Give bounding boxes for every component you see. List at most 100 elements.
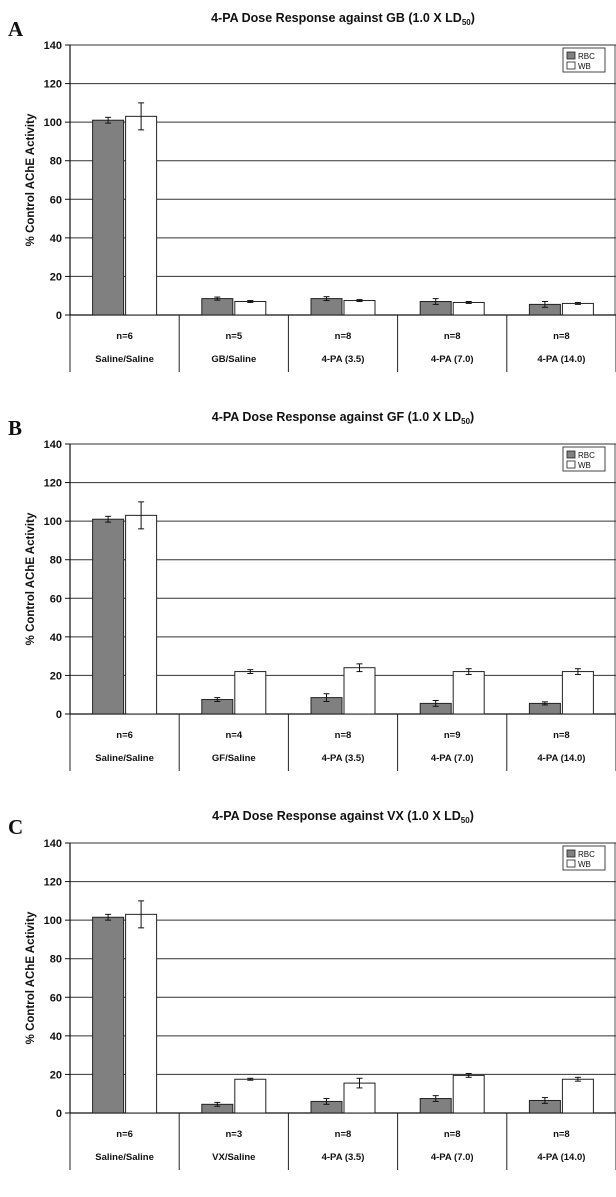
category-label: Saline/Saline [95,354,154,365]
y-tick-label: 120 [44,877,62,889]
chart-b: B 4-PA Dose Response against GF (1.0 X LD… [8,410,616,771]
y-tick-label: 40 [50,1031,62,1043]
category-label: 4-PA (3.5) [322,354,365,365]
panel-letter: C [8,815,23,839]
y-tick-label: 20 [50,1069,62,1081]
n-label: n=5 [225,331,242,342]
n-label: n=9 [444,730,461,741]
bar-wb [452,301,485,316]
legend-label: WB [578,62,591,71]
y-tick-label: 60 [50,992,62,1004]
y-tick-label: 120 [44,79,62,91]
legend-swatch [566,51,576,60]
n-label: n=8 [553,331,570,342]
y-tick-label: 100 [44,915,62,927]
panel-a: A 4-PA Dose Response against GB (1.0 X LD… [0,0,616,399]
category-label: 4-PA (14.0) [537,1152,585,1163]
n-label: n=3 [225,1129,242,1140]
bar-wb [561,1078,594,1114]
n-label: n=8 [335,331,352,342]
category-label: 4-PA (3.5) [322,753,365,764]
y-tick-label: 0 [56,709,62,721]
y-tick-label: 0 [56,1108,62,1120]
legend-label: WB [578,860,591,869]
bar-wb [125,913,158,1114]
chart-title: 4-PA Dose Response against VX (1.0 X LD5… [212,809,474,825]
chart-c: C 4-PA Dose Response against VX (1.0 X LD… [8,809,616,1170]
legend-swatch [566,460,576,469]
n-label: n=4 [225,730,242,741]
bar-wb [125,115,158,316]
y-tick-label: 120 [44,478,62,490]
n-label: n=8 [335,1129,352,1140]
legend-swatch [566,61,576,70]
category-label: GB/Saline [211,354,256,365]
legend-label: RBC [578,850,595,859]
y-tick-label: 40 [50,632,62,644]
legend-swatch [566,859,576,868]
bar-rbc [92,518,125,715]
y-tick-label: 100 [44,117,62,129]
y-axis-label: % Control AChE Activity [25,113,37,246]
n-label: n=6 [116,730,133,741]
category-label: VX/Saline [212,1152,255,1163]
category-label: Saline/Saline [95,1152,154,1163]
y-tick-label: 60 [50,593,62,605]
panel-b: B 4-PA Dose Response against GF (1.0 X LD… [0,399,616,798]
n-label: n=6 [116,1129,133,1140]
bar-wb [561,671,594,715]
chart-title: 4-PA Dose Response against GB (1.0 X LD5… [211,11,475,27]
bar-rbc [92,119,125,316]
bar-wb [343,667,376,715]
y-tick-label: 0 [56,310,62,322]
bar-wb [452,671,485,715]
y-tick-label: 20 [50,670,62,682]
legend-swatch [566,450,576,459]
chart-title: 4-PA Dose Response against GF (1.0 X LD5… [212,410,474,426]
panel-letter: A [8,17,24,41]
y-tick-label: 60 [50,194,62,206]
y-tick-label: 140 [44,439,62,451]
bar-wb [125,514,158,715]
category-label: GF/Saline [212,753,256,764]
category-label: 4-PA (3.5) [322,1152,365,1163]
legend-label: RBC [578,451,595,460]
y-tick-label: 140 [44,40,62,52]
y-tick-label: 80 [50,156,62,168]
bar-wb [234,301,267,316]
chart-a: A 4-PA Dose Response against GB (1.0 X LD… [8,11,616,372]
n-label: n=8 [335,730,352,741]
n-label: n=8 [553,1129,570,1140]
bar-wb [234,1078,267,1114]
bar-rbc [201,298,234,316]
bar-wb [452,1074,485,1114]
bar-wb [343,300,376,316]
category-label: 4-PA (14.0) [537,354,585,365]
y-tick-label: 140 [44,838,62,850]
y-axis-label: % Control AChE Activity [25,911,37,1044]
y-tick-label: 100 [44,516,62,528]
bar-rbc [310,298,343,316]
legend-swatch [566,849,576,858]
category-label: 4-PA (7.0) [431,1152,474,1163]
y-tick-label: 80 [50,555,62,567]
category-label: 4-PA (7.0) [431,354,474,365]
y-tick-label: 40 [50,233,62,245]
legend-label: RBC [578,52,595,61]
y-axis-label: % Control AChE Activity [25,512,37,645]
bar-rbc [92,916,125,1114]
bar-wb [561,302,594,316]
category-label: 4-PA (7.0) [431,753,474,764]
legend-label: WB [578,461,591,470]
category-label: Saline/Saline [95,753,154,764]
bar-wb [234,671,267,715]
category-label: 4-PA (14.0) [537,753,585,764]
n-label: n=8 [444,331,461,342]
n-label: n=8 [553,730,570,741]
n-label: n=8 [444,1129,461,1140]
n-label: n=6 [116,331,133,342]
panel-c: C 4-PA Dose Response against VX (1.0 X LD… [0,798,616,1197]
panel-letter: B [8,416,22,440]
y-tick-label: 20 [50,271,62,283]
